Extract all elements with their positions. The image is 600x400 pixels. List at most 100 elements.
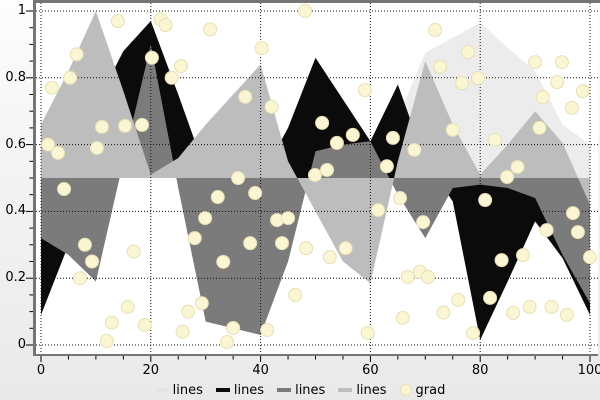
scatter-point-grad: [117, 118, 132, 133]
scatter-point-grad: [428, 23, 443, 38]
scatter-point-grad: [320, 162, 335, 177]
legend-item-label: grad: [415, 382, 446, 398]
scatter-point-grad: [281, 211, 296, 226]
scatter-point-grad: [393, 191, 408, 206]
legend-item-label: lines: [356, 382, 387, 398]
scatter-point-grad: [483, 290, 498, 305]
scatter-point-grad: [44, 80, 59, 95]
scatter-point-grad: [99, 333, 114, 348]
scatter-point-grad: [210, 190, 225, 205]
scatter-point-grad: [198, 211, 213, 226]
scatter-point-grad: [144, 50, 159, 65]
scatter-point-grad: [395, 310, 410, 325]
legend-item-lines-3: lines: [277, 383, 325, 398]
scatter-point-grad: [494, 253, 509, 268]
scatter-point-grad: [89, 140, 104, 155]
scatter-point-grad: [379, 159, 394, 174]
scatter-point-grad: [506, 305, 521, 320]
scatter-point-grad: [461, 45, 476, 60]
scatter-point-grad: [500, 169, 515, 184]
scatter-point-grad: [254, 41, 269, 56]
scatter-point-grad: [203, 22, 218, 37]
scatter-point-grad: [371, 203, 386, 218]
scatter-point-grad: [522, 299, 537, 314]
scatter-point-grad: [488, 132, 503, 147]
scatter-point-grad: [436, 305, 451, 320]
top-frame-line: [33, 0, 600, 3]
scatter-point-grad: [516, 248, 531, 263]
scatter-point-grad: [570, 225, 585, 240]
scatter-point-grad: [510, 159, 525, 174]
scatter-point-grad: [220, 334, 235, 349]
scatter-point-grad: [275, 236, 290, 251]
scatter-point-grad: [478, 193, 493, 208]
scatter-point-grad: [264, 99, 279, 114]
scatter-point-grad: [550, 75, 565, 90]
scatter-point-grad: [455, 76, 470, 91]
scatter-point-grad: [158, 18, 173, 33]
area-series-4-lines: [41, 11, 590, 284]
scatter-point-grad: [288, 287, 303, 302]
scatter-point-grad: [137, 317, 152, 332]
scatter-point-grad: [41, 137, 56, 152]
scatter-point-grad: [173, 59, 188, 74]
scatter-point-grad: [135, 117, 150, 132]
y-tick-label-0: 0: [17, 337, 26, 352]
x-tick-label-20: 20: [142, 363, 160, 378]
legend-item-label: lines: [233, 382, 265, 398]
scatter-point-grad: [194, 296, 209, 311]
scatter-point-grad: [466, 325, 481, 340]
scatter-point-grad: [69, 47, 84, 62]
scatter-point-grad: [535, 90, 550, 105]
legend-item-lines-1: lines: [154, 382, 203, 398]
scatter-point-grad: [345, 127, 360, 142]
scatter-point-grad: [559, 307, 574, 322]
scatter-point-grad: [57, 182, 72, 197]
scatter-point-grad: [126, 244, 141, 259]
scatter-point-grad: [85, 254, 100, 269]
legend-line-swatch: [215, 388, 230, 392]
scatter-point-grad: [307, 167, 322, 182]
legend-line-swatch: [338, 388, 353, 392]
legend-item-lines-2: lines: [215, 382, 265, 398]
scatter-point-grad: [360, 325, 375, 340]
scatter-point-grad: [528, 55, 543, 70]
scatter-point-grad: [110, 14, 125, 29]
scatter-point-grad: [471, 71, 486, 86]
scatter-point-grad: [216, 254, 231, 269]
scatter-point-grad: [238, 89, 253, 104]
scatter-point-grad: [226, 320, 241, 335]
scatter-point-grad: [338, 241, 353, 256]
scatter-point-grad: [385, 130, 400, 145]
scatter-point-grad: [400, 269, 415, 284]
scatter-point-grad: [583, 250, 597, 265]
scatter-point-grad: [544, 299, 559, 314]
x-tick-label-60: 60: [362, 363, 379, 378]
chart-legend: lines lines lines lines grad: [0, 381, 600, 399]
scatter-point-grad: [329, 135, 344, 150]
legend-item-grad-5: grad: [399, 382, 446, 398]
scatter-point-grad: [187, 231, 202, 246]
scatter-point-grad: [77, 237, 92, 252]
scatter-point-grad: [104, 315, 119, 330]
scatter-point-grad: [539, 223, 554, 238]
x-tick-label-40: 40: [252, 363, 269, 378]
y-axis-spine: [33, 0, 36, 356]
scatter-point-grad: [555, 55, 570, 70]
y-tick-label-0.2: 0.2: [5, 270, 26, 286]
scatter-point-grad: [575, 84, 590, 99]
scatter-point-grad: [260, 322, 275, 337]
scatter-point-grad: [175, 324, 190, 339]
legend-item-lines-4: lines: [338, 382, 387, 398]
scatter-point-grad: [248, 186, 263, 201]
scatter-point-grad: [416, 215, 431, 230]
scatter-point-grad: [243, 236, 258, 251]
scatter-point-grad: [421, 269, 436, 284]
y-tick-label-0.4: 0.4: [5, 203, 26, 219]
legend-item-label: lines: [172, 382, 203, 398]
scatter-point-grad: [445, 122, 460, 137]
scatter-point-grad: [433, 59, 448, 74]
scatter-point-grad: [564, 100, 579, 115]
